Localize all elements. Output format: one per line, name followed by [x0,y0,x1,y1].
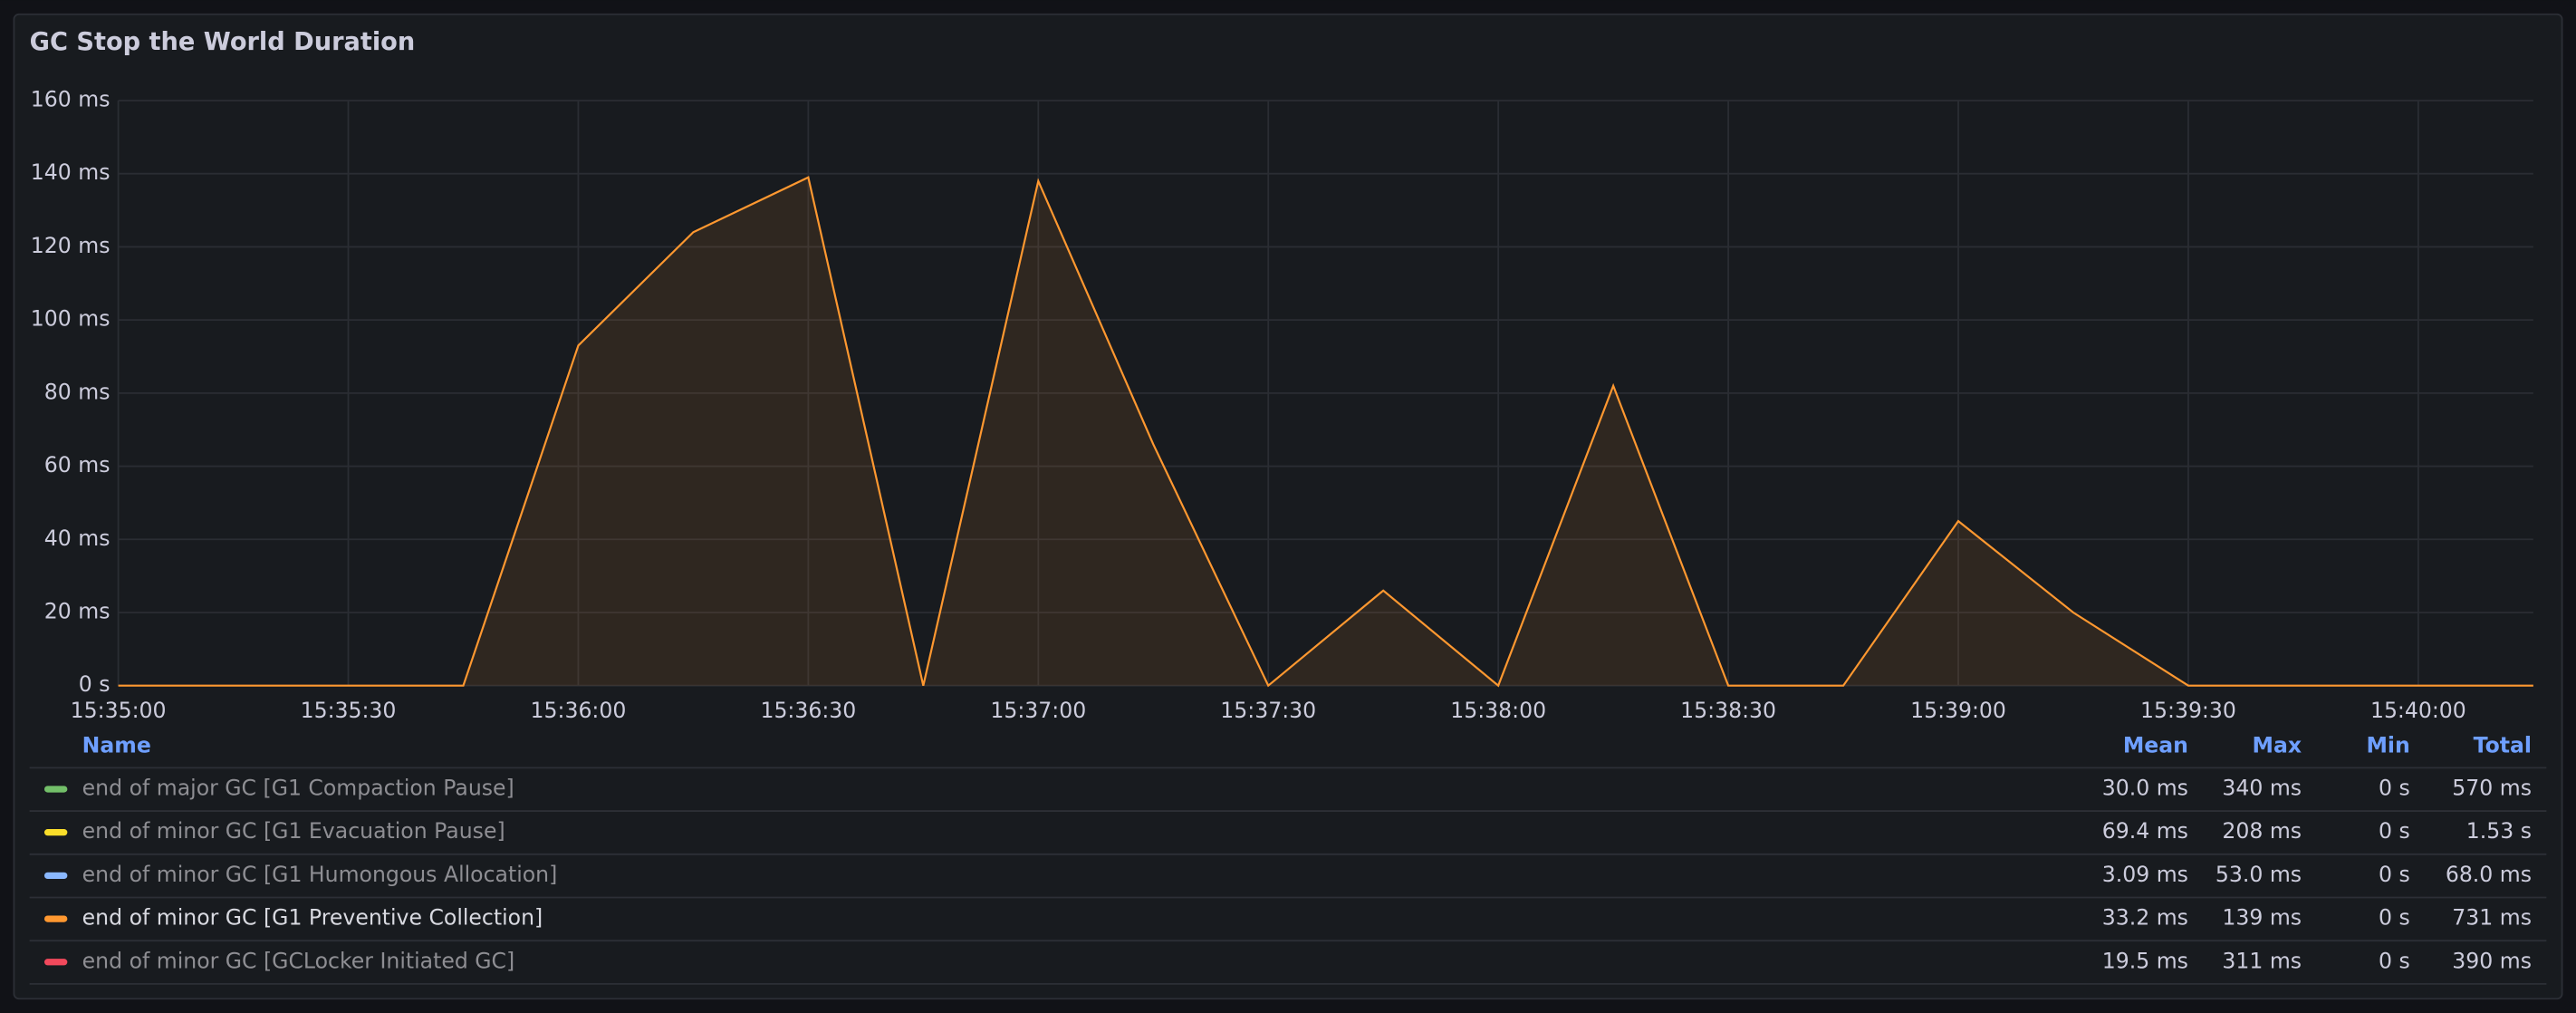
legend-stat: 0 s [2379,948,2410,973]
legend-header: Total [2474,732,2532,757]
legend-stat: 0 s [2379,775,2410,800]
x-tick-label: 15:39:00 [1910,698,2006,723]
legend-name: end of minor GC [G1 Humongous Allocation… [82,862,558,887]
legend-stat: 3.09 ms [2102,862,2188,887]
legend-row[interactable]: end of major GC [G1 Compaction Pause] 30.… [29,767,2547,800]
x-tick-label: 15:38:30 [1680,698,1776,723]
series-line [118,176,2533,688]
legend-name: end of minor GC [GCLocker Initiated GC] [82,948,515,973]
legend-stat: 53.0 ms [2216,862,2302,887]
y-tick-label: 80 ms [44,379,111,404]
x-tick-label: 15:36:30 [760,698,856,723]
legend-stat: 311 ms [2222,948,2302,973]
legend-stat: 0 s [2379,905,2410,931]
y-tick-label: 140 ms [31,159,111,185]
legend-row[interactable]: end of minor GC [G1 Preventive Collectio… [29,896,2547,931]
legend-name: end of minor GC [G1 Preventive Collectio… [82,905,543,931]
x-tick-label: 15:35:30 [301,698,397,723]
legend-stat: 69.4 ms [2102,818,2188,844]
legend-header: Mean [2123,732,2188,757]
y-tick-label: 160 ms [31,86,111,111]
x-tick-label: 15:39:30 [2140,698,2236,723]
legend-stat: 139 ms [2222,905,2302,931]
legend-row[interactable]: end of minor GC [G1 Evacuation Pause] 69.… [29,810,2547,844]
panel-title: GC Stop the World Duration [30,28,416,56]
y-tick-label: 20 ms [44,598,111,623]
legend-name: end of major GC [G1 Compaction Pause] [82,775,514,800]
y-tick-label: 60 ms [44,452,111,478]
legend-stat: 731 ms [2452,905,2532,931]
legend-name: end of minor GC [G1 Evacuation Pause] [82,818,505,844]
x-tick-label: 15:35:00 [71,698,167,723]
legend-stat: 33.2 ms [2102,905,2188,931]
x-tick-label: 15:38:00 [1450,698,1546,723]
y-tick-label: 40 ms [44,526,111,551]
legend-row[interactable]: end of minor GC [GCLocker Initiated GC] 1… [29,940,2547,973]
legend-stat: 0 s [2379,818,2410,844]
area-fill [118,177,2533,686]
legend-stat: 68.0 ms [2446,862,2532,887]
x-tick-label: 15:37:30 [1220,698,1316,723]
legend-stat: 570 ms [2452,775,2532,800]
y-tick-label: 100 ms [31,306,111,332]
legend-stat: 1.53 s [2466,818,2532,844]
legend-header: Min [2366,732,2409,757]
y-tick-label: 120 ms [31,233,111,258]
y-tick-label: 0 s [79,671,111,697]
x-tick-label: 15:40:00 [2370,698,2466,723]
legend-stat: 19.5 ms [2102,948,2188,973]
legend-stat: 340 ms [2222,775,2302,800]
legend-header: Max [2253,732,2302,757]
x-tick-label: 15:36:00 [531,698,627,723]
legend-stat: 0 s [2379,862,2410,887]
legend-header: Name [82,732,151,757]
legend-stat: 208 ms [2222,818,2302,844]
x-tick-label: 15:37:00 [990,698,1086,723]
legend-row[interactable]: end of minor GC [G1 Humongous Allocation… [29,853,2547,887]
legend-stat: 390 ms [2452,948,2532,973]
panel-frame [13,13,2563,1000]
legend-stat: 30.0 ms [2102,775,2188,800]
